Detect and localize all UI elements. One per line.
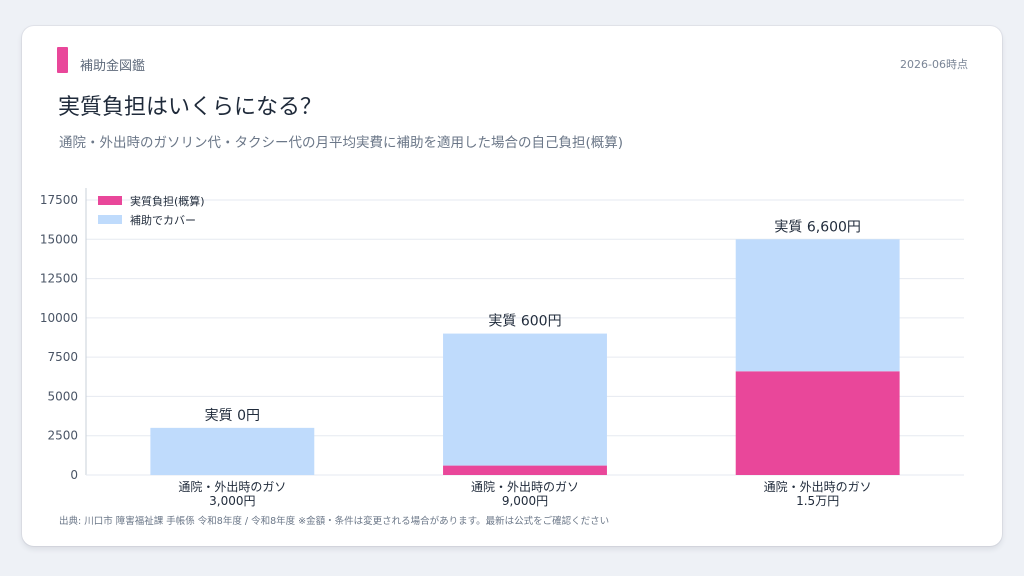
accent-bar [57, 47, 68, 73]
page-subtitle: 通院・外出時のガソリン代・タクシー代の月平均実費に補助を適用した場合の自己負担(… [59, 135, 624, 151]
y-tick-label: 7500 [47, 350, 78, 364]
legend-swatch-covered [98, 215, 122, 224]
bar-covered [443, 333, 607, 466]
legend-swatch-burden [98, 196, 122, 205]
y-tick-label: 17500 [40, 193, 78, 207]
source-note: 出典: 川口市 障害福祉課 手帳係 令和8年度 / 令和8年度 ※金額・条件は変… [59, 516, 610, 527]
y-tick-label: 10000 [40, 311, 78, 325]
x-category-label: 通院・外出時のガソ [764, 480, 872, 494]
bar-burden [443, 465, 607, 475]
x-category-label: 通院・外出時のガソ [178, 480, 286, 494]
bar-covered [735, 239, 900, 372]
as-of-date: 2026-06時点 [900, 58, 968, 71]
brand-label: 補助金図鑑 [80, 59, 146, 74]
legend-label: 実質負担(概算) [130, 194, 205, 208]
x-category-label: 3,000円 [209, 494, 255, 508]
bar-data-label: 実質 600円 [488, 314, 561, 330]
y-tick-label: 15000 [40, 232, 78, 246]
y-tick-label: 12500 [40, 272, 78, 286]
page-title: 実質負担はいくらになる？ [58, 95, 323, 120]
y-tick-label: 0 [70, 468, 78, 482]
y-tick-label: 2500 [47, 429, 78, 443]
x-category-label: 通院・外出時のガソ [471, 480, 579, 494]
x-category-label: 9,000円 [502, 494, 548, 508]
bar-burden [735, 371, 900, 475]
bar-data-label: 実質 0円 [205, 408, 260, 424]
bar-covered [150, 427, 315, 475]
x-category-label: 1.5万円 [796, 494, 839, 508]
bar-data-label: 実質 6,600円 [774, 219, 861, 235]
y-tick-label: 5000 [47, 389, 78, 403]
legend-label: 補助でカバー [130, 213, 196, 227]
